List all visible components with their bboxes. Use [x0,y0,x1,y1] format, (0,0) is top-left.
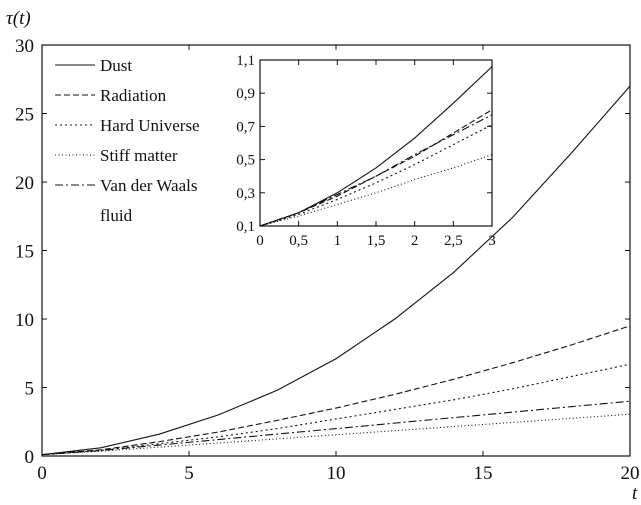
main-x-tick-label: 5 [184,463,194,484]
main-series-radiation [41,325,631,456]
main-y-tick-label: 15 [15,242,34,263]
inset-y-tick-label: 1,1 [236,53,255,69]
main-y-tick-label: 0 [25,447,35,468]
inset-x-tick-label: 0 [256,233,264,249]
x-axis-label: t [632,483,638,504]
main-y-tick-label: 25 [15,105,34,126]
main-series-hard-universe [41,363,631,456]
legend: Dust Radiation Hard Universe Stiff matter Va… [55,56,200,225]
inset-series-radiation [259,109,493,227]
inset-plot-frame [259,59,493,227]
inset-x-tick-label: 1 [334,233,342,249]
main-y-tick-label: 5 [25,379,35,400]
inset-y-tick-label: 0,3 [236,186,255,202]
main-y-tick-label: 30 [15,36,34,57]
inset-x-tick-label: 2 [411,233,419,249]
main-y-tick-label: 10 [15,310,34,331]
legend-entry: Van der Waals [100,176,197,195]
main-x-tick-label: 15 [474,463,493,484]
inset-y-tick-label: 0,9 [236,86,255,102]
main-x-tick-label: 20 [621,463,640,484]
inset-x-tick-label: 3 [488,233,496,249]
inset-chart: 0 0,5 1 1,5 2 2,5 3 0,1 0,3 0,5 0,7 0,9 1,1 [236,53,496,249]
main-series-dust [41,85,631,456]
main-x-tick-label: 10 [327,463,346,484]
legend-entry: Radiation [100,86,167,105]
main-series-stiff-matter [41,413,631,456]
legend-entry: Dust [100,56,132,75]
inset-x-tick-label: 2,5 [444,233,463,249]
inset-y-tick-label: 0,7 [236,119,255,135]
main-x-tick-label: 0 [37,463,47,484]
inset-x-tick-label: 1,5 [367,233,386,249]
inset-y-tick-label: 0,1 [236,219,255,235]
main-y-tick-label: 20 [15,173,34,194]
inset-series-van-der-waals-fluid [259,114,493,227]
legend-entry: fluid [100,206,133,225]
inset-x-tick-label: 0,5 [289,233,308,249]
main-series-van-der-waals-fluid [41,400,631,456]
inset-series-hard-universe [259,124,493,227]
legend-entry: Hard Universe [100,116,200,135]
y-axis-label: τ(t) [6,8,31,29]
legend-entry: Stiff matter [100,146,178,165]
inset-y-tick-label: 0,5 [236,153,255,169]
